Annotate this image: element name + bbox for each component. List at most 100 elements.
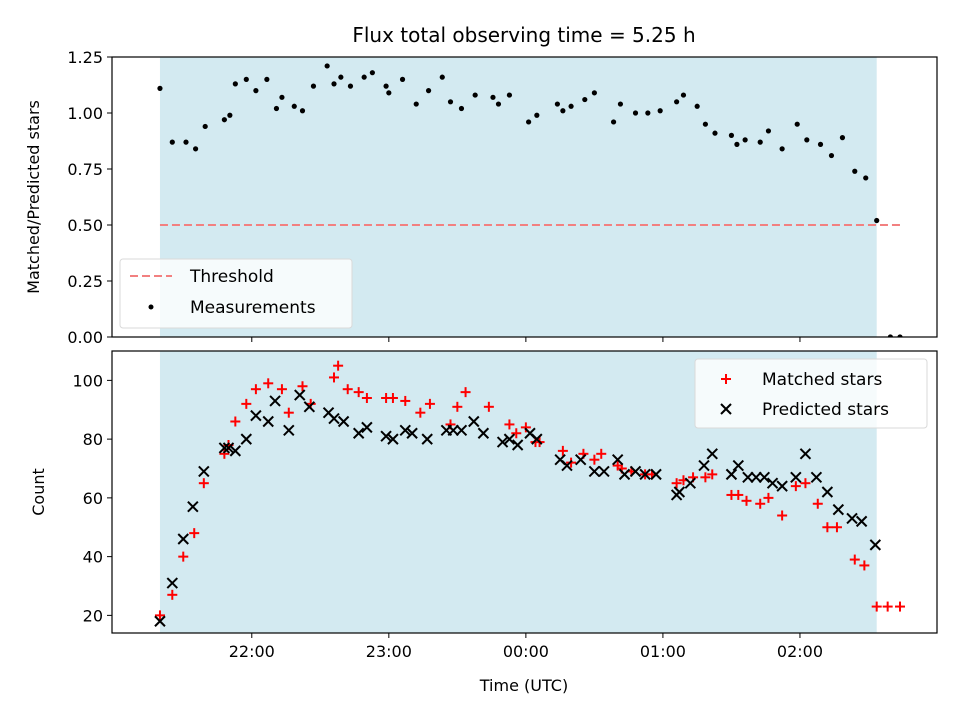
measurement-point: [887, 334, 894, 337]
bottom-y-tick-label: 100: [72, 371, 103, 390]
predicted-star-point: [629, 465, 642, 478]
measurement-point: [495, 101, 502, 107]
predicted-star-point: [750, 471, 762, 484]
chart-title: Flux total observing time = 5.25 h: [352, 23, 695, 47]
top-legend: Threshold Measurements: [119, 258, 353, 329]
measurement-point: [852, 168, 858, 174]
predicted-star-point: [240, 433, 253, 445]
matched-star-point: [415, 407, 426, 418]
measurement-point: [425, 88, 432, 94]
measurement-point: [897, 334, 903, 337]
predicted-star-point: [742, 471, 754, 484]
matched-star-point: [894, 601, 905, 612]
matched-star-point: [297, 381, 308, 392]
predicted-star-point: [294, 389, 306, 401]
legend-measurements-label: Measurements: [190, 298, 316, 318]
top-y-tick-label: 0.75: [67, 160, 103, 179]
predicted-star-point: [650, 468, 662, 481]
predicted-star-point: [468, 415, 480, 428]
predicted-star-point: [283, 424, 295, 437]
predicted-star-point: [177, 533, 189, 545]
matched-star-point: [283, 407, 294, 418]
matched-star-point: [167, 589, 178, 600]
measurement-point: [645, 110, 651, 116]
predicted-star-point: [477, 427, 490, 439]
matched-star-point: [483, 401, 494, 412]
matched-star-point: [504, 419, 515, 430]
matched-star-point: [871, 601, 882, 612]
measurement-point: [674, 99, 680, 105]
matched-star-point: [154, 610, 165, 621]
predicted-star-point: [588, 465, 601, 478]
predicted-star-point: [846, 512, 858, 525]
matched-star-point: [250, 384, 261, 395]
bottom-y-axis-label: Count: [29, 468, 48, 516]
matched-star-point: [733, 489, 744, 500]
matched-star-point: [460, 387, 471, 398]
predicted-star-point: [618, 468, 631, 481]
measurement-point: [863, 175, 869, 181]
measurement-point: [779, 146, 785, 152]
matched-star-point: [849, 554, 860, 565]
matched-star-point: [812, 498, 823, 509]
measurement-point: [765, 128, 772, 134]
measurement-point: [369, 70, 375, 76]
predicted-star-point: [455, 424, 468, 437]
predicted-star-point: [531, 433, 543, 445]
legend-predicted-label: Predicted stars: [762, 400, 889, 420]
measurement-point: [386, 90, 392, 96]
measurement-point: [657, 108, 663, 114]
x-tick-label: 01:00: [640, 642, 686, 661]
top-y-tick-label: 0.00: [67, 328, 103, 347]
top-legend-box: [119, 258, 353, 329]
predicted-star-point: [511, 439, 524, 451]
matched-star-point: [755, 498, 766, 509]
measurement-point: [299, 108, 306, 114]
matched-star-point: [178, 551, 189, 562]
measurement-point: [331, 81, 337, 87]
top-y-tick-label: 0.50: [67, 216, 103, 235]
measurement-point: [712, 130, 718, 136]
matched-star-point: [198, 478, 209, 489]
matched-star-point: [241, 398, 252, 409]
predicted-star-point: [198, 465, 210, 478]
bottom-panel-frame: [111, 350, 938, 634]
top-panel: 0.00 0.25 0.50 0.75 1.00 1.25 Matched/Predict…: [24, 48, 938, 347]
measurement-point: [279, 94, 285, 100]
top-y-tick-label: 1.00: [67, 104, 103, 123]
predicted-star-point: [684, 477, 697, 489]
measurement-point: [291, 103, 297, 109]
matched-star-point: [424, 398, 435, 409]
predicted-star-point: [399, 424, 411, 437]
measurement-point: [399, 76, 406, 82]
predicted-star-point: [758, 471, 771, 484]
matched-star-point: [589, 454, 600, 465]
predicted-star-point: [855, 515, 868, 528]
measurement-point: [817, 141, 824, 147]
matched-star-point: [777, 510, 788, 521]
predicted-star-point: [154, 615, 166, 627]
measurement-point: [361, 74, 367, 80]
legend-matched-label: Matched stars: [762, 370, 882, 390]
predicted-star-point: [598, 465, 610, 478]
predicted-star-point: [250, 409, 262, 422]
matched-star-point: [596, 448, 607, 459]
predicted-star-point: [611, 453, 624, 466]
legend-plus-marker: [721, 374, 731, 384]
measurement-point: [243, 76, 249, 82]
x-tick-label: 02:00: [777, 642, 823, 661]
measurement-point: [413, 101, 419, 107]
measurement-point: [273, 105, 280, 112]
predicted-star-point: [218, 442, 231, 454]
matched-star-point: [882, 601, 893, 612]
legend-matched-swatch: [721, 374, 731, 384]
matched-star-point: [831, 522, 842, 533]
matched-star-point: [342, 384, 353, 395]
top-y-tick-label: 1.25: [67, 48, 103, 67]
matched-star-point: [361, 393, 372, 403]
measurement-point: [490, 94, 496, 100]
measurement-point: [632, 110, 639, 116]
predicted-star-point: [303, 401, 316, 413]
measurement-point: [794, 121, 800, 127]
